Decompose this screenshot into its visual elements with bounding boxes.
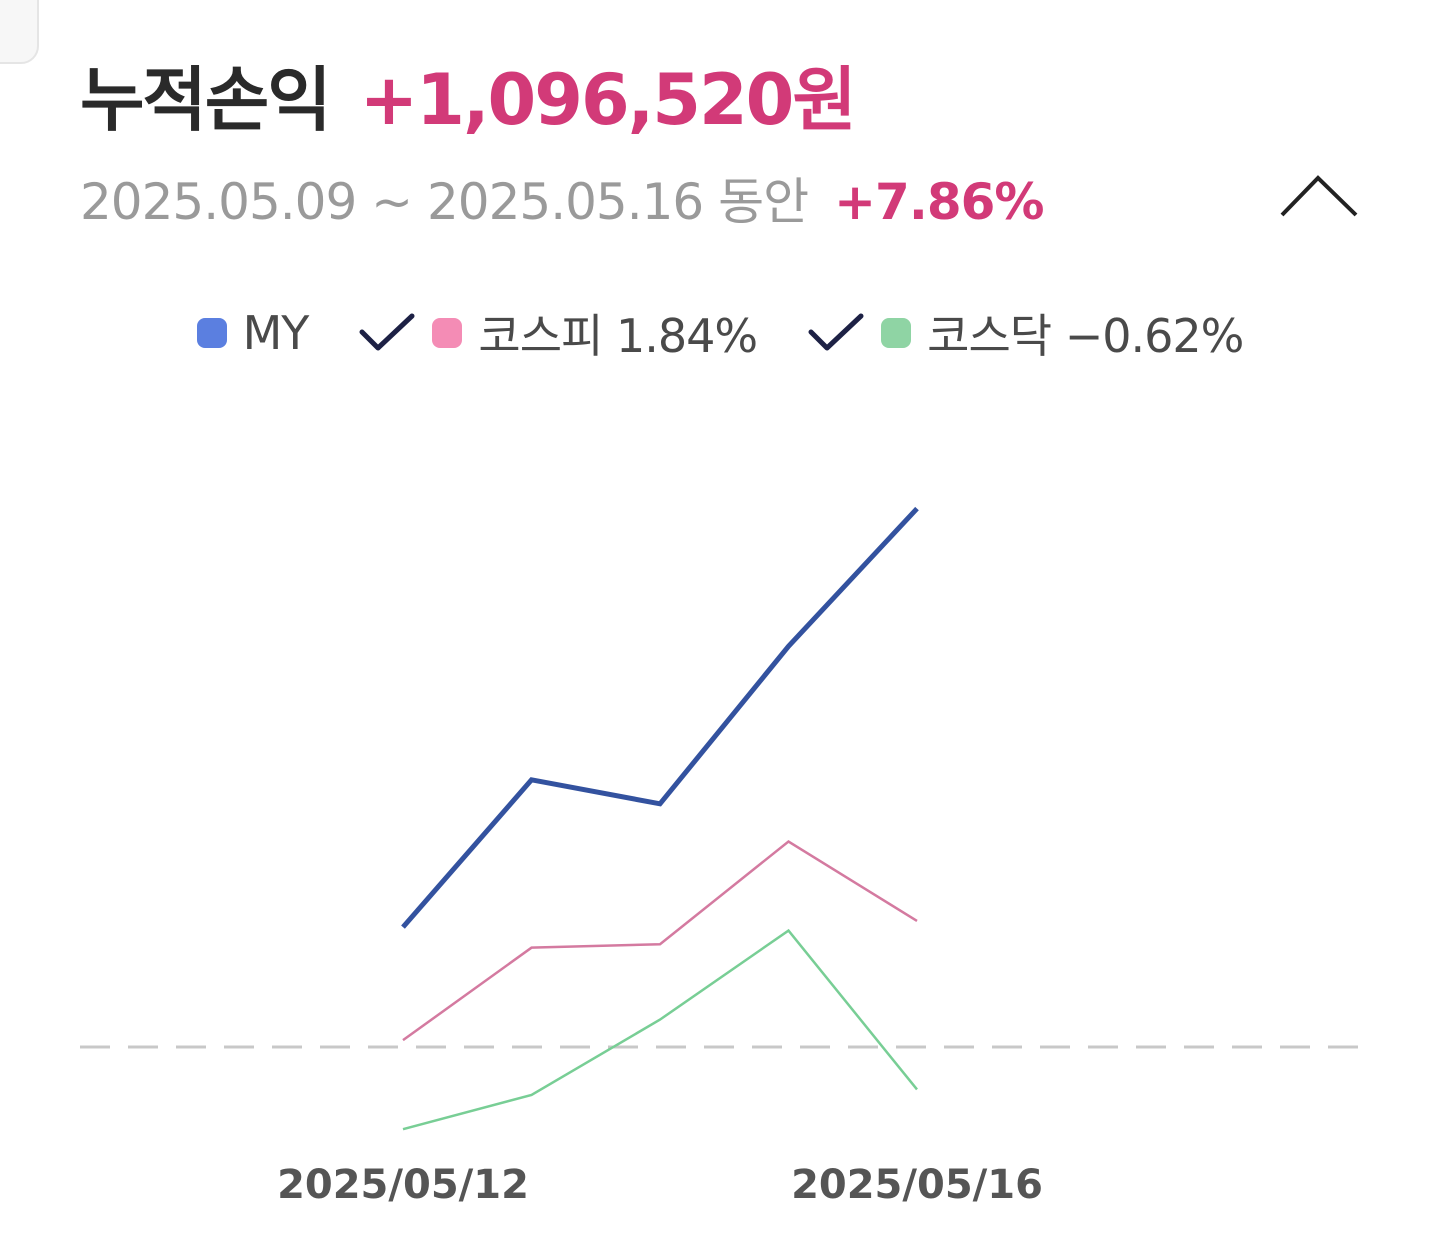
- legend-label-my: MY: [242, 306, 310, 360]
- corner-tab: [0, 0, 39, 64]
- period-row: 2025.05.09 ~ 2025.05.16 동안 +7.86%: [80, 162, 1045, 234]
- series-line-1: [402, 839, 918, 1042]
- legend: MY 코스피 1.84% 코스닥 −0.62%: [0, 300, 1440, 366]
- series-line-0: [401, 506, 919, 929]
- header: 누적손익 +1,096,520원 2025.05.09 ~ 2025.05.16…: [80, 44, 1360, 231]
- legend-swatch-my: [196, 318, 227, 348]
- x-tick-layer: 2025/05/12 2025/05/16: [277, 1162, 1043, 1208]
- collapse-button[interactable]: [1270, 160, 1370, 230]
- legend-label-kosdaq: 코스닥 −0.62%: [927, 309, 1244, 363]
- chevron-up-icon: [1280, 175, 1358, 217]
- total-profit-value: +1,096,520원: [359, 59, 857, 141]
- legend-item-kospi[interactable]: 코스피 1.84%: [356, 300, 758, 366]
- period-range: 2025.05.09 ~ 2025.05.16 동안: [80, 173, 809, 231]
- legend-item-kosdaq[interactable]: 코스닥 −0.62%: [805, 300, 1244, 366]
- x-tick-label-1: 2025/05/16: [791, 1162, 1043, 1208]
- legend-item-my: MY: [196, 306, 310, 360]
- legend-swatch-kosdaq: [881, 318, 912, 348]
- checkmark-icon[interactable]: [805, 308, 867, 358]
- title-row: 누적손익 +1,096,520원: [80, 44, 1360, 145]
- legend-swatch-kospi: [432, 318, 463, 348]
- legend-label-kospi: 코스피 1.84%: [478, 309, 758, 363]
- checkmark-icon[interactable]: [356, 308, 418, 358]
- series-layer: [401, 506, 919, 1131]
- series-line-2: [402, 928, 918, 1131]
- page-title: 누적손익: [80, 59, 332, 141]
- period-change: +7.86%: [834, 173, 1044, 231]
- x-tick-label-0: 2025/05/12: [277, 1162, 529, 1208]
